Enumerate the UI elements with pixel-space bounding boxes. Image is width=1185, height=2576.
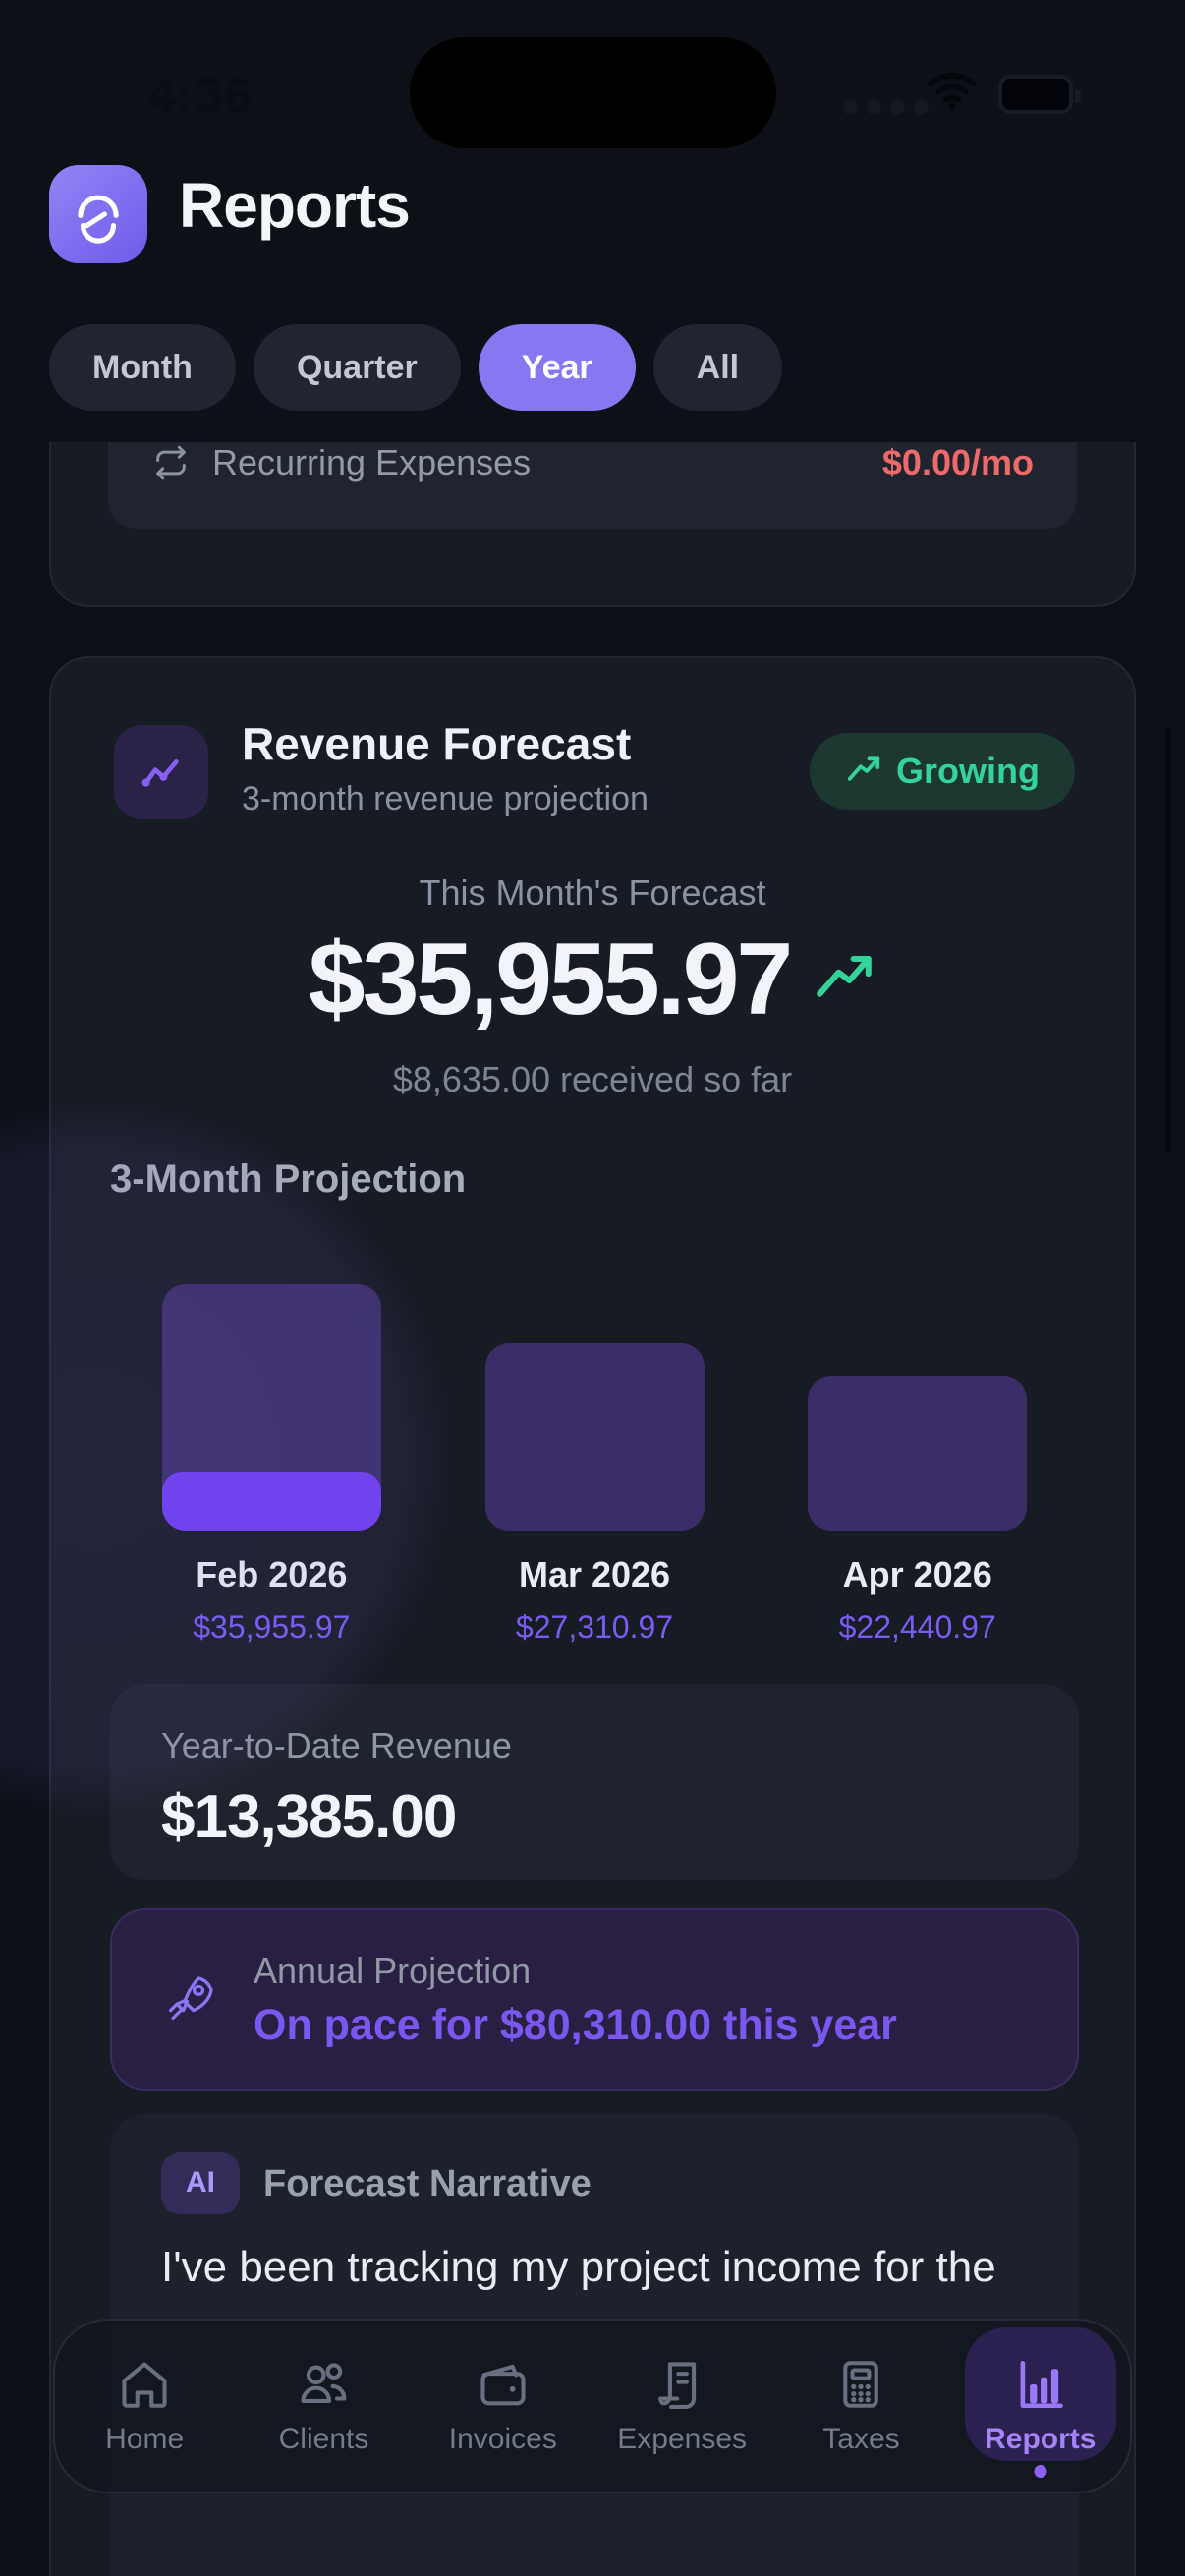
bar-column-apr[interactable] — [756, 1226, 1079, 1531]
projection-bar-chart — [110, 1226, 1079, 1531]
cellular-signal-icon — [843, 100, 929, 115]
filter-month[interactable]: Month — [49, 324, 236, 411]
tab-bar: Home Clients Invoices — [53, 2319, 1132, 2493]
tab-reports[interactable]: Reports — [951, 2321, 1130, 2492]
growing-badge: Growing — [810, 733, 1075, 810]
header: 4:36 Reports Month Quarter Year Al — [0, 0, 1185, 442]
bar-apr — [808, 1376, 1028, 1531]
projection-heading: 3-Month Projection — [110, 1157, 467, 1201]
this-month-label: This Month's Forecast — [419, 872, 766, 913]
filter-quarter[interactable]: Quarter — [253, 324, 461, 411]
repeat-icon — [151, 443, 191, 482]
trending-up-icon — [812, 948, 876, 1013]
bar-label-mar: Mar 2026 $27,310.97 — [515, 1554, 674, 1645]
annual-projection-label: Annual Projection — [254, 1949, 532, 1990]
recurring-expenses-value: $0.00/mo — [881, 442, 1034, 482]
narrative-heading: Forecast Narrative — [263, 2163, 592, 2205]
growing-badge-label: Growing — [896, 751, 1040, 791]
status-time: 4:36 — [147, 68, 254, 125]
tab-home[interactable]: Home — [55, 2321, 234, 2492]
tab-invoices[interactable]: Invoices — [414, 2321, 592, 2492]
wifi-icon — [926, 69, 979, 112]
home-icon — [116, 2356, 173, 2413]
filter-all[interactable]: All — [652, 324, 783, 411]
revenue-forecast-card: Revenue Forecast 3-month revenue project… — [49, 656, 1136, 2576]
scrollbar-thumb[interactable] — [1165, 729, 1171, 1151]
period-filter: Month Quarter Year All — [49, 324, 783, 411]
tab-clients[interactable]: Clients — [234, 2321, 413, 2492]
annual-projection-value: On pace for $80,310.00 this year — [254, 2000, 897, 2048]
calculator-icon — [832, 2356, 889, 2413]
ytd-label: Year-to-Date Revenue — [161, 1725, 512, 1765]
received-so-far-note: $8,635.00 received so far — [392, 1059, 793, 1099]
card-subtitle: 3-month revenue projection — [242, 780, 649, 817]
bar-label-feb: Feb 2026 $35,955.97 — [193, 1554, 351, 1645]
recurring-expenses-label: Recurring Expenses — [212, 442, 532, 482]
ai-badge: AI — [161, 2152, 240, 2214]
rocket-icon — [159, 1969, 220, 2030]
receipt-icon — [653, 2356, 710, 2413]
ytd-value: $13,385.00 — [161, 1783, 457, 1851]
bar-feb — [161, 1284, 381, 1531]
bar-column-feb[interactable] — [110, 1226, 433, 1531]
ytd-revenue-card: Year-to-Date Revenue $13,385.00 — [110, 1684, 1079, 1880]
wallet-icon — [475, 2356, 532, 2413]
bar-label-apr: Apr 2026 $22,440.97 — [838, 1554, 996, 1645]
bar-chart-icon — [1012, 2356, 1069, 2413]
tab-expenses[interactable]: Expenses — [592, 2321, 771, 2492]
battery-icon — [998, 75, 1081, 114]
bar-feb-received-segment — [161, 1472, 381, 1531]
bar-column-mar[interactable] — [433, 1226, 757, 1531]
app-logo-gauge-icon — [49, 165, 147, 263]
bar-mar — [484, 1343, 705, 1531]
tab-taxes[interactable]: Taxes — [771, 2321, 950, 2492]
card-title: Revenue Forecast — [242, 718, 632, 769]
this-month-value: $35,955.97 — [308, 923, 794, 1036]
trending-up-icon — [845, 753, 882, 790]
page-title: Reports — [179, 170, 411, 241]
filter-year[interactable]: Year — [478, 324, 636, 411]
narrative-text-line: I've been tracking my project income for… — [161, 2243, 996, 2291]
status-bar: 4:36 — [0, 0, 1185, 148]
active-tab-dot — [1034, 2465, 1047, 2478]
dynamic-island — [410, 37, 776, 148]
clients-icon — [295, 2356, 352, 2413]
annual-projection-card: Annual Projection On pace for $80,310.00… — [110, 1908, 1079, 2091]
trend-line-icon — [114, 725, 208, 819]
